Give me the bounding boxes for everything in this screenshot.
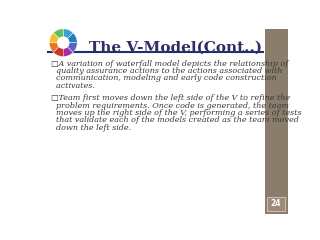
Wedge shape <box>63 43 73 57</box>
Text: activates.: activates. <box>51 82 95 90</box>
Text: The V-Model(Cont..): The V-Model(Cont..) <box>89 41 262 55</box>
Wedge shape <box>53 29 63 43</box>
Text: down the left side.: down the left side. <box>51 124 131 132</box>
FancyBboxPatch shape <box>267 197 285 210</box>
Text: communication, modeling and early code construction: communication, modeling and early code c… <box>51 74 276 82</box>
Wedge shape <box>53 43 63 57</box>
Text: 24: 24 <box>271 199 281 208</box>
Text: moves up the right side of the V, performing a series of tests: moves up the right side of the V, perfor… <box>51 109 301 117</box>
Text: □A variation of waterfall model depicts the relationship of: □A variation of waterfall model depicts … <box>51 60 288 68</box>
Circle shape <box>57 36 69 49</box>
Wedge shape <box>63 29 73 43</box>
Wedge shape <box>63 43 77 53</box>
Wedge shape <box>49 33 63 43</box>
Text: problem requirements. Once code is generated, the team: problem requirements. Once code is gener… <box>51 102 289 110</box>
Wedge shape <box>49 43 63 53</box>
Bar <box>265 29 288 214</box>
Wedge shape <box>63 33 77 43</box>
Text: quality assurance actions to the actions associated with: quality assurance actions to the actions… <box>51 67 282 75</box>
Text: □Team first moves down the left side of the V to refine the: □Team first moves down the left side of … <box>51 94 290 102</box>
Text: that validate each of the models created as the team moved: that validate each of the models created… <box>51 116 299 124</box>
